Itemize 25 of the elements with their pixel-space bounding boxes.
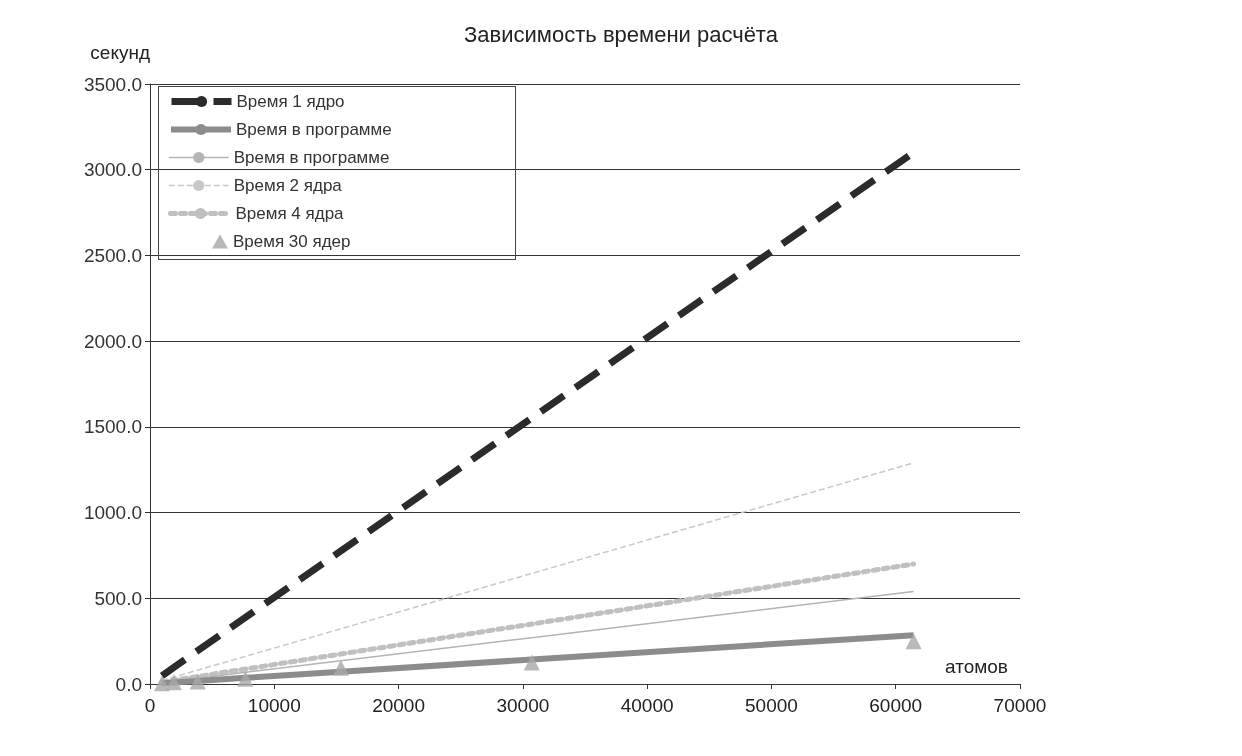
x-tick-label: 40000 xyxy=(620,695,674,716)
y-tick-label: 3000.0 xyxy=(83,159,142,181)
x-tick-label: 0 xyxy=(144,695,156,716)
x-tick-label: 10000 xyxy=(247,695,301,716)
legend-label: Время 30 ядер xyxy=(233,232,351,251)
legend-label: Время 4 ядра xyxy=(235,204,345,223)
legend-label: Время 1 ядро xyxy=(236,92,345,111)
x-tick-label: 30000 xyxy=(496,695,550,716)
legend-label: Время 2 ядра xyxy=(233,176,343,195)
y-tick-label: 0.0 xyxy=(115,673,142,695)
y-tick-label: 1500.0 xyxy=(83,416,142,438)
x-tick-label: 50000 xyxy=(745,695,798,716)
legend-label: Время в программе xyxy=(233,148,390,167)
x-tick-label: 60000 xyxy=(869,695,923,716)
x-tick-label: 20000 xyxy=(372,695,425,716)
y-tick-label: 2000.0 xyxy=(83,330,142,352)
chart-title: Зависимость времени расчёта xyxy=(464,21,779,47)
x-tick-label: 70000 xyxy=(993,695,1047,716)
legend-label: Время в программе xyxy=(236,120,392,139)
y-tick-label: 2500.0 xyxy=(83,244,142,266)
y-axis-title: секунд xyxy=(90,42,150,63)
y-tick-label: 1000.0 xyxy=(83,502,142,524)
x-axis-title: атомов xyxy=(945,656,1008,677)
y-tick-label: 500.0 xyxy=(94,587,142,609)
y-tick-label: 3500.0 xyxy=(83,73,142,95)
